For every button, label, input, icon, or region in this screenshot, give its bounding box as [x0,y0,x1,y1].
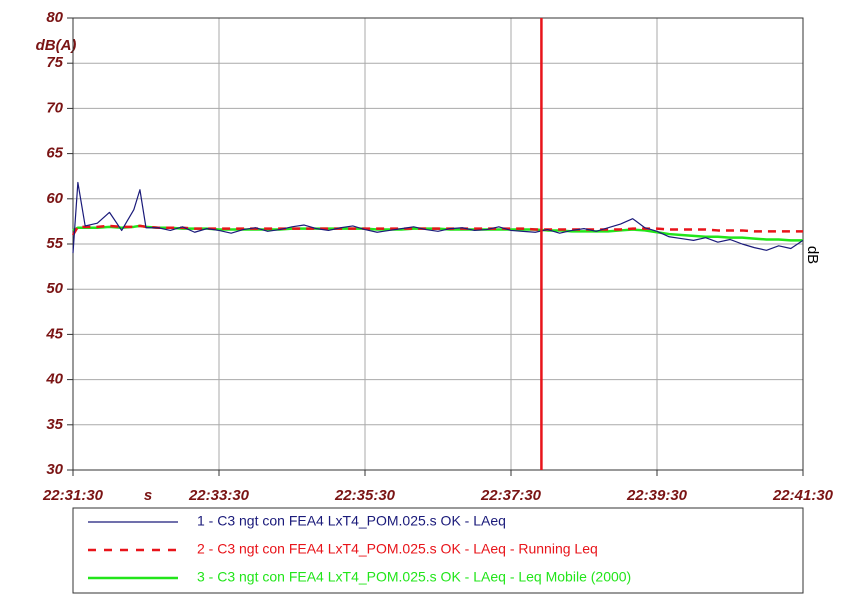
plot-frame [72,17,804,471]
x-tick-label: 22:33:30 [188,487,250,504]
series-line [72,181,804,254]
legend-label: 2 - C3 ngt con FEA4 LxT4_POM.025.s OK - … [197,541,598,557]
y-tick-label: 80 [46,9,63,26]
x-tick-label: 22:41:30 [772,487,834,504]
series-line [71,224,803,236]
y-unit: dB(A) [36,37,77,54]
y-tick-label: 50 [46,280,63,297]
y-tick-label: 75 [46,54,63,71]
y-tick-label: 65 [46,145,63,162]
legend-box [72,507,804,594]
y-tick-label: 60 [46,190,63,207]
x-axis-label: s [144,487,152,504]
y-tick-label: 40 [45,371,63,388]
x-tick-label: 22:37:30 [480,487,542,504]
y-tick-label: 70 [46,99,63,116]
legend-label: 1 - C3 ngt con FEA4 LxT4_POM.025.s OK - … [197,513,506,529]
y-tick-label: 55 [46,235,63,252]
y2-unit: dB [804,246,821,264]
x-tick-label: 22:39:30 [626,487,688,504]
x-tick-label: 22:31:30 [42,487,104,504]
y-tick-label: 45 [45,325,63,342]
y-tick-label: 30 [46,461,63,478]
x-tick-label: 22:35:30 [334,487,396,504]
legend-label: 3 - C3 ngt con FEA4 LxT4_POM.025.s OK - … [197,569,631,585]
y-tick-label: 35 [46,416,63,433]
